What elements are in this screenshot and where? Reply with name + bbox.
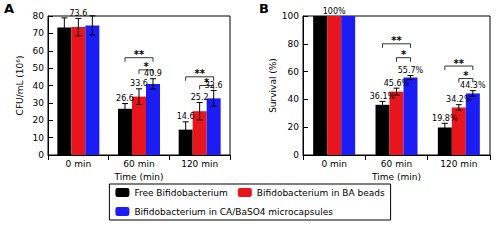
svg-text:60: 60 (288, 67, 300, 77)
svg-text:*: * (204, 77, 210, 88)
svg-text:20: 20 (33, 115, 45, 125)
svg-text:73.6: 73.6 (69, 9, 87, 18)
svg-text:**: ** (391, 35, 402, 46)
svg-text:80: 80 (288, 39, 300, 49)
svg-text:0 min: 0 min (66, 159, 92, 169)
svg-text:44.3%: 44.3% (460, 81, 486, 91)
svg-text:0 min: 0 min (321, 159, 347, 169)
svg-text:14.6: 14.6 (177, 112, 195, 121)
svg-text:45.6%: 45.6% (384, 79, 410, 88)
svg-text:Time (min): Time (min) (371, 172, 421, 182)
svg-text:30: 30 (33, 98, 45, 108)
svg-text:**: ** (454, 58, 465, 69)
svg-text:60 min: 60 min (381, 159, 412, 169)
svg-text:26.6: 26.6 (116, 94, 134, 103)
svg-text:36.1%: 36.1% (370, 92, 396, 101)
svg-text:0: 0 (293, 150, 299, 160)
svg-text:20: 20 (288, 122, 300, 132)
svg-text:*: * (143, 61, 149, 72)
svg-text:10: 10 (33, 133, 45, 143)
svg-text:B: B (259, 1, 269, 16)
svg-text:80: 80 (33, 11, 45, 21)
svg-text:33.6: 33.6 (130, 79, 148, 88)
svg-text:40: 40 (33, 81, 45, 91)
svg-text:50: 50 (33, 63, 45, 73)
svg-text:Bifidobacterium in CA/BaSO4 mi: Bifidobacterium in CA/BaSO4 microcapsule… (134, 207, 333, 217)
svg-text:CFU/mL (10⁶): CFU/mL (10⁶) (15, 56, 25, 116)
svg-text:100: 100 (282, 11, 299, 21)
svg-text:40: 40 (288, 94, 300, 104)
svg-text:120 min: 120 min (181, 159, 218, 169)
svg-text:25.2: 25.2 (191, 93, 209, 102)
svg-text:*: * (463, 70, 469, 81)
svg-text:40.9: 40.9 (144, 69, 162, 79)
svg-text:60: 60 (33, 46, 45, 56)
svg-text:Free Bifidobacterium: Free Bifidobacterium (134, 188, 227, 198)
svg-text:Survival (%): Survival (%) (268, 58, 278, 113)
svg-text:19.8%: 19.8% (432, 114, 458, 123)
svg-text:70: 70 (33, 28, 45, 38)
svg-text:100%: 100% (323, 7, 346, 16)
svg-text:60 min: 60 min (123, 159, 154, 169)
svg-text:A: A (4, 1, 14, 16)
svg-text:0: 0 (38, 150, 44, 160)
svg-text:55.7%: 55.7% (398, 66, 424, 75)
svg-text:34.2%: 34.2% (446, 95, 472, 104)
svg-text:Bifidobacterium in BA beads: Bifidobacterium in BA beads (257, 188, 385, 198)
svg-text:Time (min): Time (min) (114, 172, 164, 182)
svg-text:120 min: 120 min (440, 159, 477, 169)
svg-text:**: ** (134, 49, 145, 60)
svg-text:*: * (401, 49, 407, 60)
